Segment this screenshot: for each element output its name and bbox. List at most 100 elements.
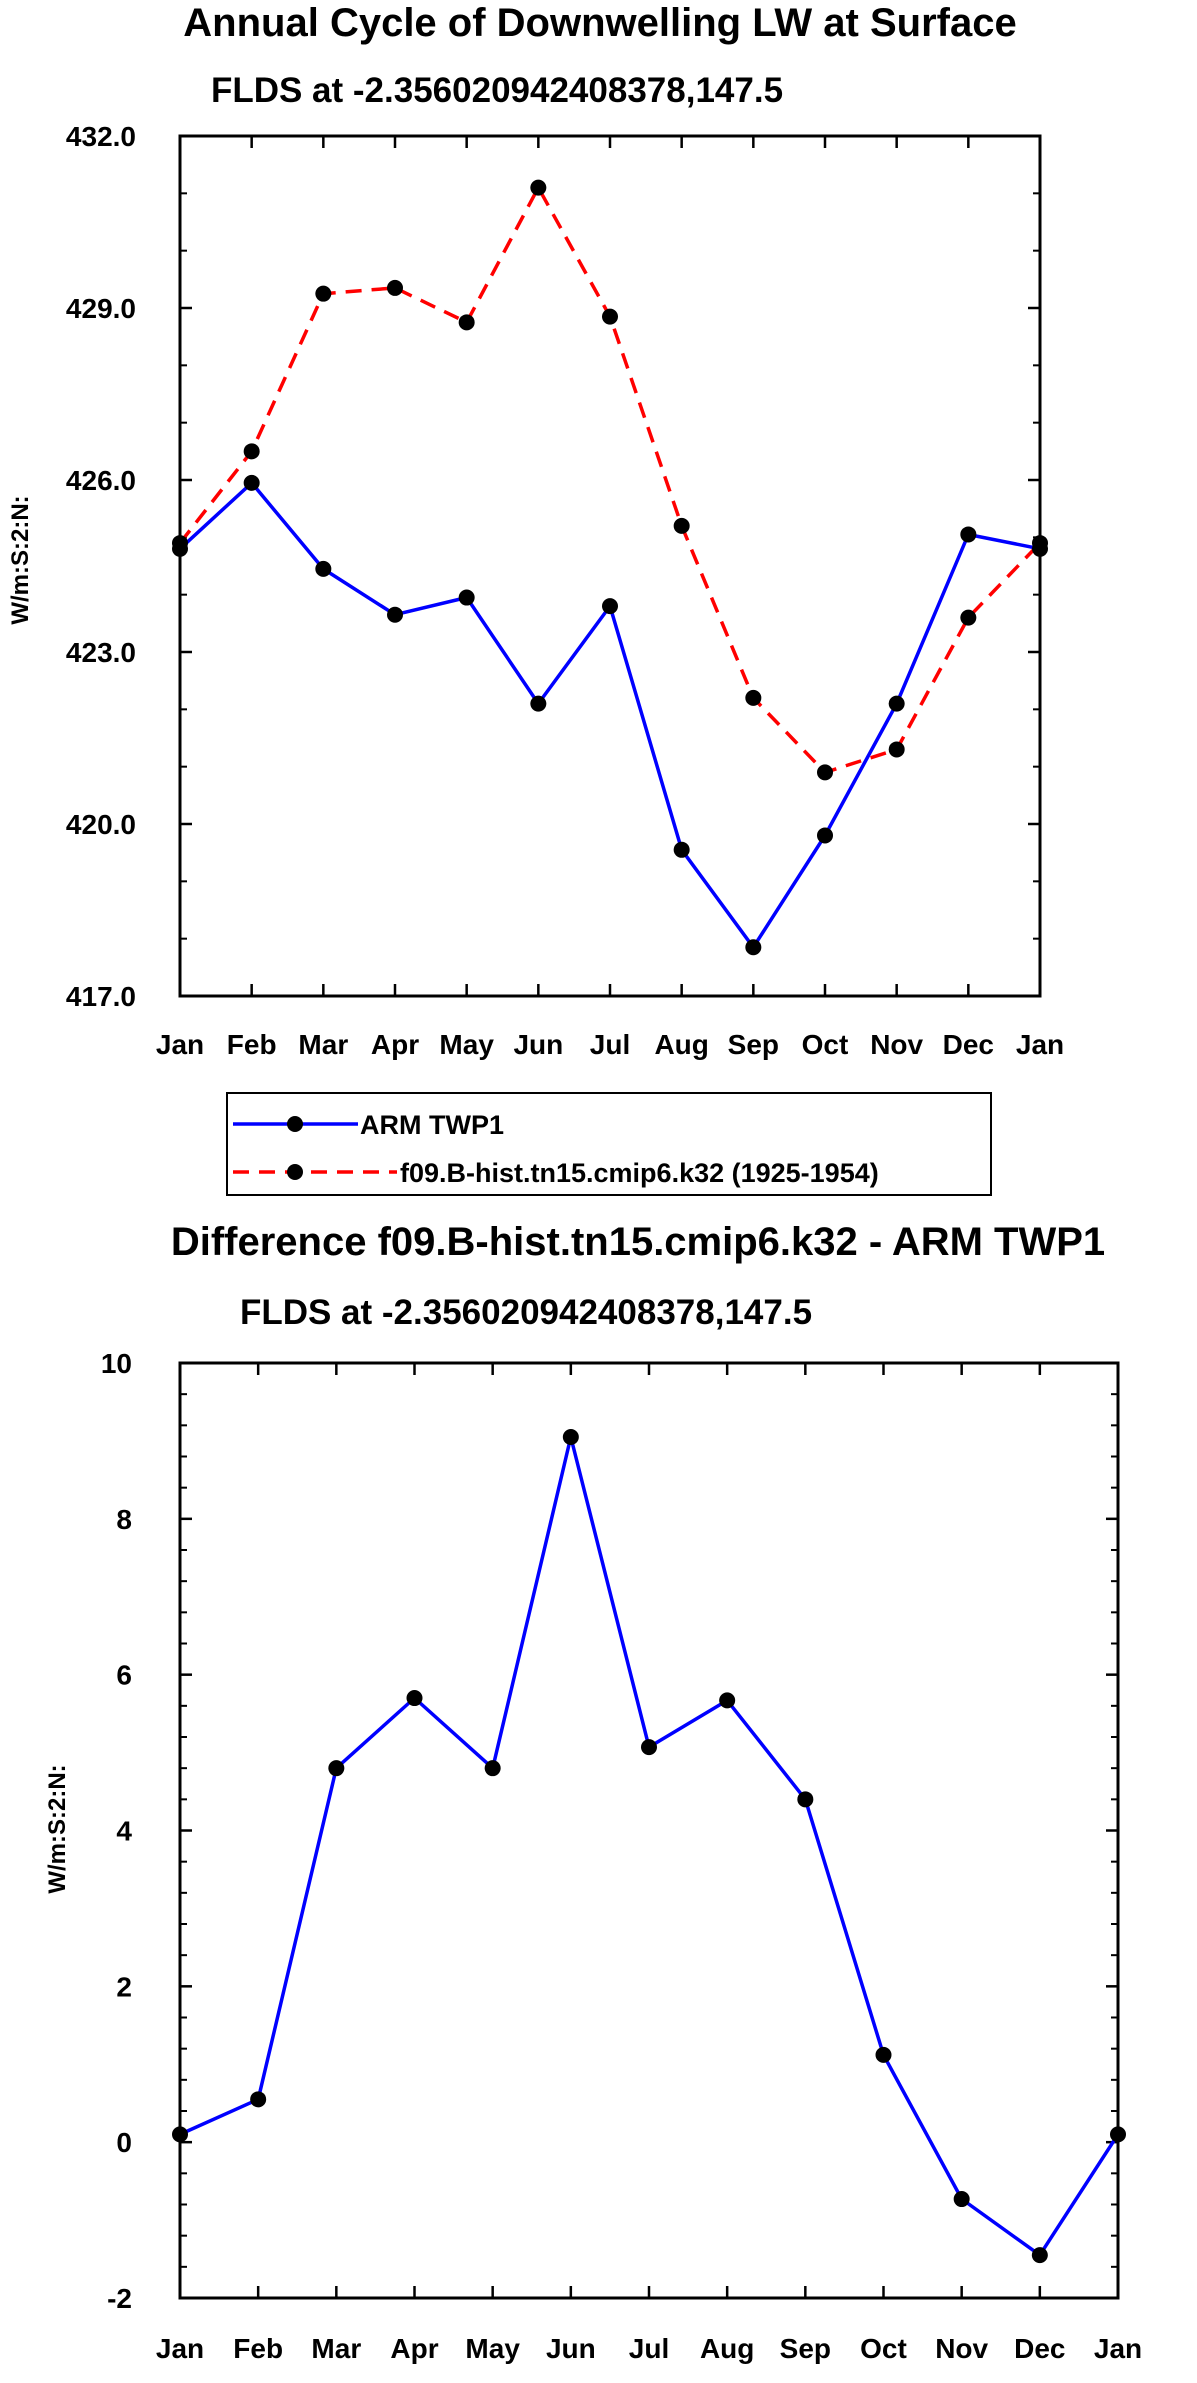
axis-ticks [178,1361,1120,2300]
series-line-1 [178,185,1042,775]
y-tick-label: 8 [116,1504,132,1535]
data-point [315,560,332,577]
data-point [602,598,618,615]
data-point [243,474,260,491]
data-point [875,2046,892,2063]
series-line-0 [178,481,1041,950]
data-point [315,285,332,302]
series-lines [172,1429,1126,2264]
y-tick-label: 429.0 [66,293,136,324]
chart-title: Annual Cycle of Downwelling LW at Surfac… [183,1,1016,45]
y-tick-labels: -2 0 2 4 6 8 10 [101,1348,133,2314]
x-tick-label: Apr [371,1029,419,1060]
data-point [817,764,833,781]
y-tick-label: 10 [101,1348,132,1379]
data-point [745,939,762,956]
y-tick-label: 6 [116,1660,132,1691]
data-point [387,279,403,296]
annual-cycle-chart: Annual Cycle of Downwelling LW at Surfac… [7,1,1064,1060]
data-point [484,1760,501,1777]
legend: ARM TWP1 f09.B-hist.tn15.cmip6.k32 (1925… [226,1092,992,1196]
data-point [602,308,618,325]
data-point [458,314,475,331]
x-tick-label: Jun [546,2333,596,2364]
legend-label-arm: ARM TWP1 [360,1110,504,1140]
y-tick-label: 2 [116,1971,132,2002]
x-tick-label: Aug [700,2333,754,2364]
x-tick-label: May [465,2333,520,2364]
data-point [243,443,260,460]
x-tick-label: Dec [943,1029,994,1060]
data-point [458,589,475,606]
data-point [960,526,977,543]
data-point [1032,535,1048,552]
x-tick-label: Jan [156,2333,204,2364]
x-tick-labels: Jan Feb Mar Apr May Jun Jul Aug Sep Oct Nov Dec Jan [156,1029,1064,1060]
data-point [673,517,690,534]
x-tick-label: Mar [298,1029,348,1060]
x-tick-label: Jul [590,1029,630,1060]
chart-subtitle: FLDS at -2.356020942408378,147.5 [211,71,783,110]
y-tick-label: 432.0 [66,121,136,152]
x-tick-label: Nov [870,1029,923,1060]
chart-subtitle: FLDS at -2.356020942408378,147.5 [240,1293,812,1332]
data-point [530,179,547,196]
x-tick-label: Oct [860,2333,907,2364]
x-tick-label: Oct [802,1029,849,1060]
x-tick-label: Apr [390,2333,438,2364]
series-line-0 [179,1435,1120,2257]
y-tick-label: 0 [116,2127,132,2158]
data-point [562,1429,579,1446]
x-tick-label: Jun [513,1029,563,1060]
difference-chart: Difference f09.B-hist.tn15.cmip6.k32 - A… [44,1220,1142,2364]
x-tick-label: Jan [1094,2333,1142,2364]
x-tick-label: Feb [233,2333,283,2364]
y-axis-label: W/m:S:2:N: [44,1764,71,1893]
y-tick-labels: 417.0 420.0 423.0 426.0 429.0 432.0 [66,121,136,1012]
data-point [745,689,762,706]
x-tick-label: Sep [728,1029,779,1060]
series-lines [172,179,1048,956]
data-point [530,695,547,712]
x-tick-label: Nov [935,2333,988,2364]
legend-label-model: f09.B-hist.tn15.cmip6.k32 (1925-1954) [400,1158,879,1188]
legend-marker-model [287,1164,303,1180]
data-point [797,1791,814,1808]
data-point [250,2091,267,2108]
axis-ticks [178,134,1042,998]
data-point [888,695,905,712]
y-tick-label: 426.0 [66,465,136,496]
y-tick-label: -2 [107,2283,132,2314]
data-point [960,609,977,626]
data-point [888,741,905,758]
data-point [719,1692,736,1709]
data-point [387,606,403,623]
x-tick-labels: Jan Feb Mar Apr May Jun Jul Aug Sep Oct Nov Dec Jan [156,2333,1142,2364]
legend-box [226,1092,992,1196]
data-point [328,1760,345,1777]
data-point [641,1739,657,1756]
x-tick-label: Jul [629,2333,669,2364]
x-tick-label: Mar [311,2333,361,2364]
y-axis-label: W/m:S:2:N: [7,495,34,624]
y-tick-label: 420.0 [66,809,136,840]
plot-frame [178,134,1042,998]
x-tick-label: Jan [156,1029,204,1060]
y-tick-label: 417.0 [66,981,136,1012]
chart-title: Difference f09.B-hist.tn15.cmip6.k32 - A… [171,1220,1105,1264]
data-point [953,2191,970,2208]
data-point [172,2126,188,2143]
x-tick-label: Jan [1016,1029,1064,1060]
x-tick-label: Sep [780,2333,831,2364]
data-point [1031,2247,1048,2264]
x-tick-label: Feb [227,1029,277,1060]
x-tick-label: Aug [654,1029,708,1060]
data-point [406,1690,423,1707]
data-point [673,841,690,858]
y-tick-label: 4 [116,1816,132,1847]
legend-marker-arm [287,1116,303,1132]
x-tick-label: May [439,1029,494,1060]
data-point [1110,2126,1126,2143]
data-point [817,827,833,844]
